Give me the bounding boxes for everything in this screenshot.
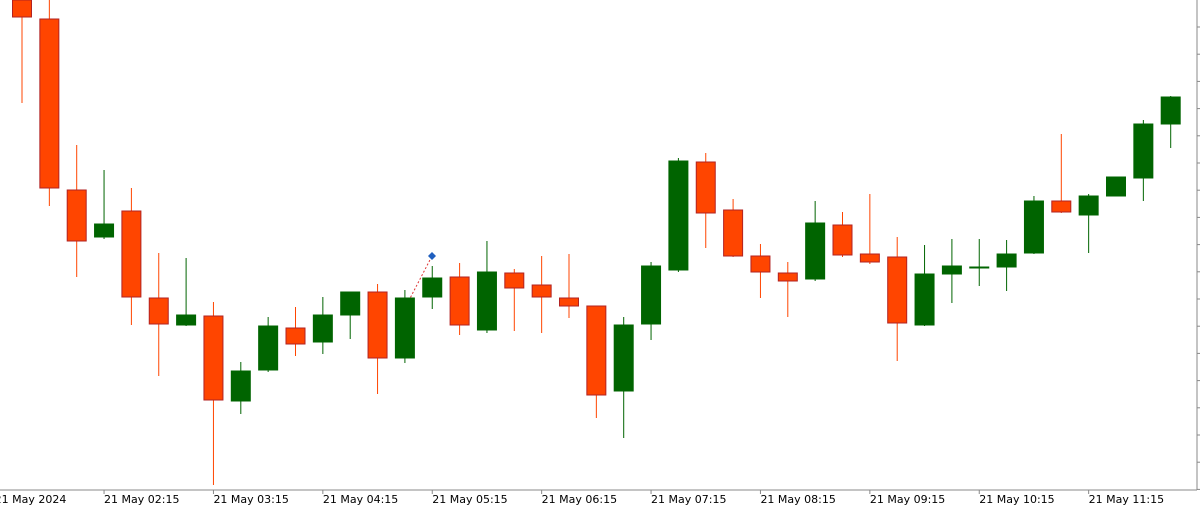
candle-body xyxy=(148,297,169,325)
candle-body xyxy=(832,224,853,256)
x-tick-label: 21 May 05:15 xyxy=(432,493,507,506)
x-tick-label: 21 May 09:15 xyxy=(870,493,945,506)
x-tick-label: 21 May 04:15 xyxy=(323,493,398,506)
candle-body xyxy=(66,189,87,242)
candle-body xyxy=(1133,123,1154,179)
candle-body xyxy=(176,314,197,326)
candle-body xyxy=(203,315,224,401)
candle-body xyxy=(1051,200,1072,213)
x-tick-label: 21 May 11:15 xyxy=(1089,493,1164,506)
candle-body xyxy=(394,297,415,359)
candle-body xyxy=(914,273,935,326)
candle-body xyxy=(1078,195,1099,216)
candle-body xyxy=(941,265,962,275)
buy-marker xyxy=(428,252,436,260)
candle-body xyxy=(1106,176,1126,197)
candle-body xyxy=(449,276,470,326)
candle-body xyxy=(531,284,552,298)
candle-body xyxy=(723,209,744,257)
candle-body xyxy=(285,327,306,345)
candle-body xyxy=(230,370,251,402)
candle-body xyxy=(367,291,388,359)
candle-body xyxy=(668,160,689,271)
candle-body xyxy=(422,277,443,298)
x-tick-label: 21 May 02:15 xyxy=(104,493,179,506)
candle-body xyxy=(586,305,607,396)
x-tick-label: 21 May 06:15 xyxy=(542,493,617,506)
x-tick-label: 21 May 07:15 xyxy=(651,493,726,506)
candle-body xyxy=(1023,200,1044,254)
candle-body xyxy=(996,253,1017,268)
candle-body xyxy=(340,291,361,316)
candle-body xyxy=(312,314,333,343)
x-tick-label: 21 May 03:15 xyxy=(213,493,288,506)
x-tick-label: 21 May 2024 xyxy=(0,493,66,506)
candle-body xyxy=(559,297,579,307)
candle-body xyxy=(750,255,771,273)
candle-body xyxy=(39,18,60,189)
x-tick-label: 21 May 10:15 xyxy=(979,493,1054,506)
candle-body xyxy=(805,222,826,280)
candle-body xyxy=(1160,96,1181,125)
x-tick-label: 21 May 08:15 xyxy=(760,493,835,506)
candle-body xyxy=(641,265,662,325)
candle-body xyxy=(504,272,525,289)
candle-body xyxy=(777,272,798,282)
candle-body xyxy=(887,256,908,324)
candle-body xyxy=(695,161,716,214)
candle-body xyxy=(476,271,497,331)
candle-body xyxy=(969,266,990,269)
candle-body xyxy=(258,325,279,371)
candle-body xyxy=(121,210,142,298)
candle-body xyxy=(12,0,32,18)
candle-body xyxy=(94,223,115,238)
candle-body xyxy=(613,324,634,392)
candle-body xyxy=(859,253,880,263)
